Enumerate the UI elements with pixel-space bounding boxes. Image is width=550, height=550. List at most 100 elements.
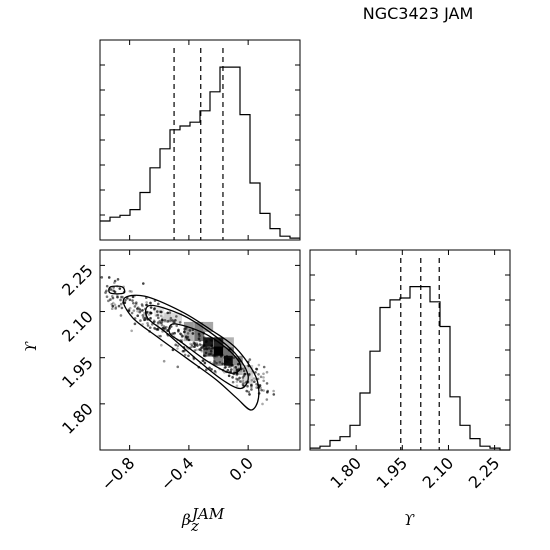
density-point bbox=[207, 346, 211, 350]
density-point bbox=[235, 377, 239, 381]
density-point bbox=[174, 318, 177, 322]
density-cell bbox=[172, 312, 183, 323]
density-point bbox=[184, 335, 188, 339]
density-point bbox=[260, 388, 263, 392]
density-point bbox=[159, 310, 162, 314]
density-point bbox=[213, 347, 217, 350]
upsilon-x-axis-label: ϒ bbox=[404, 511, 415, 529]
density-point bbox=[235, 369, 239, 372]
beta-hist-bar bbox=[160, 149, 170, 240]
beta-hist-bar bbox=[100, 221, 110, 240]
upsilon-hist-bar bbox=[400, 298, 410, 450]
density-point bbox=[209, 349, 213, 353]
density-point bbox=[161, 326, 165, 330]
density-point bbox=[130, 311, 134, 315]
upsilon-hist-bar bbox=[330, 441, 340, 451]
upsilon-x-tick-label: 1.80 bbox=[326, 453, 365, 492]
density-point bbox=[155, 314, 158, 317]
density-point bbox=[104, 291, 107, 294]
upsilon-hist-bar bbox=[340, 437, 350, 450]
upsilon-hist-bar bbox=[410, 287, 420, 450]
density-point bbox=[208, 366, 211, 370]
density-cell bbox=[223, 346, 234, 357]
upsilon-histogram-frame bbox=[309, 249, 511, 451]
density-point bbox=[204, 340, 208, 344]
density-point bbox=[192, 357, 196, 361]
density-point bbox=[210, 368, 213, 371]
density-point bbox=[192, 341, 196, 344]
density-point bbox=[215, 354, 219, 358]
density-point bbox=[159, 314, 163, 318]
density-point bbox=[211, 354, 215, 358]
density-point bbox=[250, 378, 254, 382]
upsilon-x-tick-label: 1.95 bbox=[373, 453, 412, 492]
density-point bbox=[272, 393, 276, 396]
density-point bbox=[153, 307, 156, 310]
density-point bbox=[141, 304, 144, 308]
density-point bbox=[119, 298, 122, 302]
density-point bbox=[156, 313, 160, 317]
density-point bbox=[126, 296, 129, 300]
density-point bbox=[198, 348, 201, 351]
density-point bbox=[130, 329, 133, 333]
density-point bbox=[127, 308, 131, 312]
upsilon-x-tick-label: 2.10 bbox=[419, 453, 458, 492]
density-point bbox=[183, 353, 187, 357]
upsilon-x-tick-label: 2.25 bbox=[465, 453, 504, 492]
density-point bbox=[114, 306, 118, 309]
density-point bbox=[110, 302, 114, 306]
density-point bbox=[163, 319, 167, 322]
density-point bbox=[174, 343, 178, 347]
density-point bbox=[133, 305, 137, 308]
contour-inner bbox=[168, 323, 242, 374]
contour-outer bbox=[122, 294, 260, 411]
density-point bbox=[105, 284, 109, 288]
density-point bbox=[218, 360, 222, 364]
density-cell bbox=[161, 312, 172, 323]
beta-hist-bar bbox=[220, 67, 230, 240]
density-point bbox=[186, 332, 190, 335]
density-point bbox=[246, 384, 249, 388]
beta-hist-step-line bbox=[100, 66, 300, 239]
beta-hist-bar bbox=[270, 229, 280, 240]
density-point bbox=[226, 357, 229, 361]
density-point bbox=[109, 298, 112, 301]
joint-density-frame bbox=[99, 249, 301, 451]
beta-hist-bar bbox=[240, 115, 250, 240]
density-point bbox=[259, 386, 262, 390]
density-point bbox=[171, 332, 175, 335]
upsilon-hist-bar bbox=[370, 351, 380, 450]
density-point bbox=[141, 314, 145, 317]
density-point bbox=[205, 347, 208, 351]
density-point bbox=[174, 343, 177, 347]
density-point bbox=[188, 329, 192, 332]
density-point bbox=[173, 331, 176, 335]
density-point bbox=[231, 380, 235, 384]
density-point bbox=[223, 356, 226, 359]
density-point bbox=[128, 298, 132, 302]
density-point bbox=[196, 344, 199, 347]
density-point bbox=[193, 349, 197, 352]
density-point bbox=[117, 304, 121, 308]
density-point bbox=[183, 330, 186, 334]
density-point bbox=[227, 358, 231, 361]
density-point bbox=[211, 346, 214, 350]
density-point bbox=[169, 316, 173, 320]
density-point bbox=[210, 339, 213, 343]
density-cell bbox=[203, 321, 214, 332]
density-point bbox=[169, 319, 173, 322]
density-point bbox=[147, 313, 151, 316]
density-point bbox=[119, 295, 123, 299]
joint-density-panel: −0.8 −0.4 0.0 1.80 1.95 2.10 2.25 bbox=[58, 249, 301, 494]
density-point bbox=[141, 322, 144, 326]
density-point bbox=[255, 382, 258, 386]
density-point bbox=[248, 373, 251, 376]
density-point bbox=[234, 366, 237, 369]
density-point bbox=[262, 365, 266, 369]
density-point bbox=[203, 347, 206, 351]
density-point bbox=[118, 287, 122, 290]
density-point bbox=[113, 279, 117, 283]
density-point bbox=[202, 354, 206, 357]
density-point bbox=[119, 314, 123, 317]
